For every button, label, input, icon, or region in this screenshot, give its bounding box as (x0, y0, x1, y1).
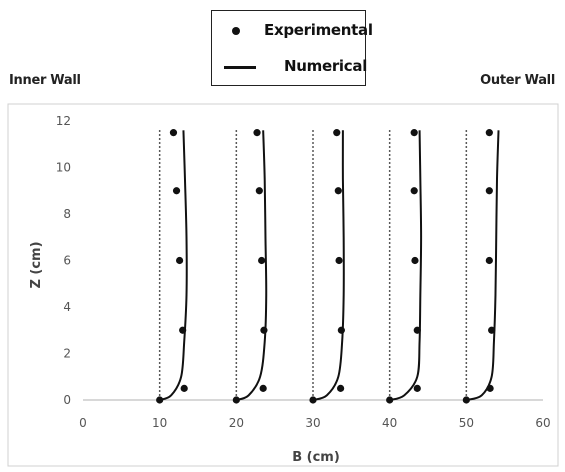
experimental-point (232, 396, 240, 404)
experimental-point (333, 129, 341, 137)
axes: 0 10 20 30 40 50 60 0 2 4 6 8 10 12 (56, 114, 551, 430)
experimental-point (253, 129, 261, 137)
wall-lines (158, 130, 468, 400)
experimental-point (410, 129, 418, 137)
experimental-point (337, 384, 345, 392)
legend-item-numerical: Numerical (212, 51, 368, 81)
y-tick-label: 6 (63, 254, 71, 268)
y-tick-label: 10 (56, 161, 71, 175)
legend-item-experimental: Experimental (212, 15, 373, 45)
numerical-curve (159, 130, 188, 401)
experimental-point (156, 396, 164, 404)
experimental-point (309, 396, 317, 404)
y-axis-label: Z (cm) (29, 241, 44, 288)
experimental-point (172, 187, 181, 195)
experimental-point (413, 384, 421, 392)
numerical-curve (235, 130, 268, 401)
x-tick-label: 10 (152, 416, 167, 430)
experimental-points (156, 129, 496, 404)
x-tick-label: 60 (535, 416, 550, 430)
x-tick-label: 40 (382, 416, 397, 430)
experimental-point (169, 129, 178, 137)
experimental-point (488, 326, 496, 334)
y-tick-label: 12 (56, 114, 71, 128)
outer-wall-label: Outer Wall (480, 73, 555, 88)
experimental-point (485, 187, 493, 195)
experimental-point (386, 396, 394, 404)
experimental-point (462, 396, 470, 404)
x-tick-label: 20 (229, 416, 244, 430)
experimental-point (258, 256, 266, 265)
numerical-curves (159, 130, 500, 401)
experimental-point (413, 326, 421, 334)
legend-label: Numerical (284, 57, 368, 75)
legend-label: Experimental (264, 21, 373, 39)
experimental-point (410, 187, 418, 195)
x-axis-label: B (cm) (292, 450, 340, 465)
numerical-curve (312, 130, 345, 401)
plot-frame (7, 103, 559, 467)
y-tick-label: 4 (63, 300, 71, 314)
experimental-point (334, 187, 342, 195)
y-tick-label: 0 (63, 393, 71, 407)
experimental-point (486, 384, 494, 392)
x-tick-label: 0 (79, 416, 87, 430)
experimental-point (337, 326, 345, 334)
x-tick-label: 30 (305, 416, 320, 430)
inner-wall-label: Inner Wall (9, 73, 81, 88)
x-tick-label: 50 (459, 416, 474, 430)
legend-dot-marker (232, 27, 240, 35)
experimental-point (485, 256, 493, 265)
experimental-point (259, 384, 267, 392)
y-tick-label: 2 (63, 347, 71, 361)
experimental-point (255, 187, 263, 195)
legend-line-marker (224, 66, 256, 69)
experimental-point (485, 129, 493, 137)
legend: Experimental Numerical (211, 10, 373, 86)
experimental-point (176, 256, 184, 265)
experimental-point (179, 326, 187, 334)
numerical-curve (466, 130, 500, 401)
numerical-curve (389, 130, 423, 401)
experimental-point (335, 256, 343, 265)
y-tick-label: 8 (63, 207, 71, 221)
experimental-point (180, 384, 188, 392)
experimental-point (260, 326, 268, 334)
experimental-point (411, 256, 419, 265)
